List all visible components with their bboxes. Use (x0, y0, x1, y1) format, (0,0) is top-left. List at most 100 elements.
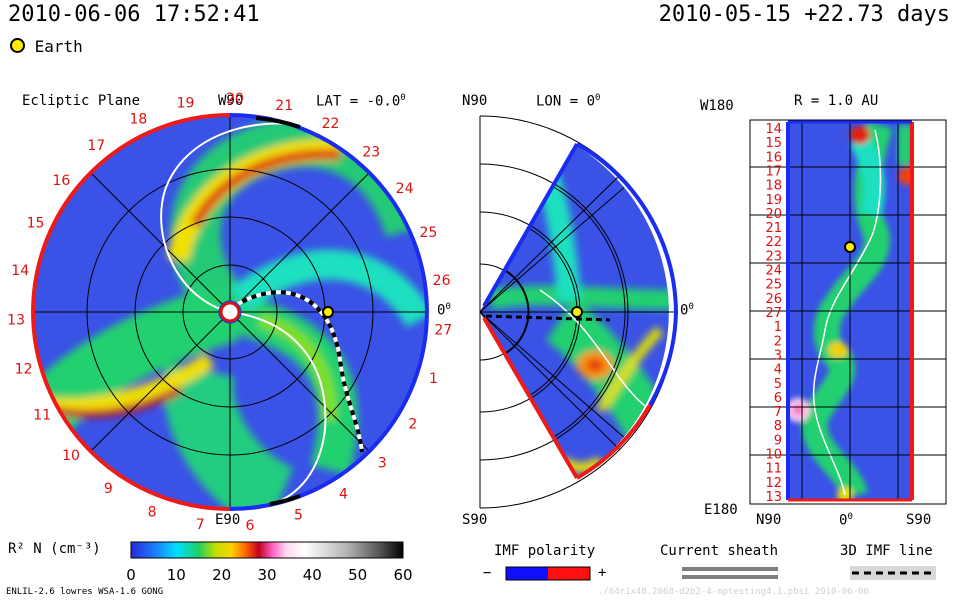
colorbar-gradient (130, 541, 404, 559)
ecliptic-angle-label: 9 (104, 481, 113, 497)
radial-bottom-label: E180 (704, 502, 738, 518)
earth-marker-icon (10, 38, 25, 53)
footer-run: ./64r1x48.2068-d2b2-4-mptesting4.1.pbsi … (598, 587, 869, 597)
ecliptic-rim-positive (229, 113, 429, 511)
radial-y-tick: 13 (765, 490, 782, 505)
ecliptic-angle-label: 7 (196, 517, 205, 533)
radial-plot (749, 119, 947, 505)
radial-x-mid: 00 (839, 512, 853, 529)
reference-time: 2010-05-15 +22.73 days (658, 2, 950, 27)
radial-y-tick: 23 (765, 249, 782, 264)
ecliptic-angle-label: 23 (362, 144, 380, 160)
sun-marker (219, 301, 241, 323)
footer-model: ENLIL-2.6 lowres WSA-1.6 GONG (6, 587, 164, 597)
earth-legend: Earth (10, 37, 83, 56)
imf-polarity-label: IMF polarity (494, 543, 596, 559)
radial-y-tick: 14 (765, 122, 782, 137)
radial-y-tick: 4 (774, 363, 782, 378)
ecliptic-angle-label: 3 (378, 455, 387, 471)
radial-y-tick: 9 (774, 433, 782, 448)
ecliptic-title: Ecliptic Plane (22, 93, 141, 109)
colorbar-label: R² N (cm⁻³) (8, 541, 101, 557)
radial-y-tick: 3 (774, 349, 782, 364)
colorbar-tick-label: 30 (257, 566, 276, 584)
radial-earth-marker (844, 241, 856, 253)
radial-y-tick: 27 (765, 306, 782, 321)
radial-r-label: R = 1.0 AU (794, 93, 879, 109)
ecliptic-angle-label: 5 (294, 508, 303, 524)
meridional-earth-marker (571, 306, 583, 318)
radial-y-tick: 21 (765, 221, 782, 236)
ecliptic-earth-marker (322, 306, 334, 318)
colorbar-tick-label: 40 (303, 566, 322, 584)
ecliptic-angle-labels: 19 20 212223242526271234567891011121314151… (7, 91, 452, 534)
radial-y-tick: 19 (765, 193, 782, 208)
radial-y-tick: 10 (765, 448, 782, 463)
ecliptic-angle-label: 22 (322, 116, 340, 132)
colorbar-tick-label: 0 (126, 566, 136, 584)
colorbar-tick-label: 60 (393, 566, 412, 584)
meridional-zero-label: 00 (680, 302, 694, 319)
datetime: 2010-06-06 17:52:41 (8, 2, 260, 27)
current-sheath-swatch (682, 567, 778, 571)
imf-line-label: 3D IMF line (840, 543, 933, 559)
radial-y-tick: 17 (765, 165, 782, 180)
ecliptic-angle-label: 12 (15, 362, 33, 378)
meridional-plot (479, 115, 678, 509)
radial-y-tick: 1 (774, 320, 782, 335)
radial-angle-labels: 1415161718192021222324252627123456789101… (765, 122, 782, 505)
radial-y-tick: 15 (765, 136, 782, 151)
ecliptic-rim-negative (31, 113, 231, 511)
ecliptic-angle-label: 24 (396, 181, 414, 197)
radial-x-left: N90 (756, 512, 782, 528)
colorbar-tick-label: 10 (167, 566, 186, 584)
ecliptic-angle-label: 26 (433, 273, 451, 289)
ecliptic-angle-label: 16 (52, 173, 70, 189)
imf-polarity-plus: + (598, 565, 607, 581)
ecliptic-lat-label: LAT = -0.00 (316, 93, 406, 110)
ecliptic-angle-label: 10 (62, 448, 80, 464)
ecliptic-plot (31, 113, 429, 511)
ecliptic-angle-label: 20 (226, 91, 244, 107)
ecliptic-angle-label: 21 (275, 98, 293, 114)
ecliptic-angle-label: 13 (7, 313, 25, 329)
ecliptic-angle-label: 17 (87, 138, 105, 154)
imf-polarity-negative-swatch (506, 567, 548, 580)
radial-y-tick: 20 (765, 207, 782, 222)
meridional-top-label: N90 (462, 93, 488, 109)
ecliptic-angle-label: 6 (245, 518, 254, 534)
ecliptic-bottom-label: E90 (215, 512, 241, 528)
radial-y-tick: 25 (765, 278, 782, 293)
radial-y-tick: 18 (765, 179, 782, 194)
ecliptic-angle-label: 18 (129, 112, 147, 128)
ecliptic-zero-label: 00 (437, 302, 451, 319)
ecliptic-angle-label: 8 (148, 504, 157, 520)
radial-y-tick: 11 (765, 462, 782, 477)
radial-y-tick: 5 (774, 377, 782, 392)
ecliptic-angle-label: 2 (408, 416, 417, 432)
colorbar-tick-label: 50 (348, 566, 367, 584)
ecliptic-angle-label: 19 (177, 96, 195, 112)
imf-polarity-minus: − (483, 565, 492, 581)
ecliptic-angle-label: 27 (434, 322, 452, 338)
meridional-lon-label: LON = 00 (536, 93, 601, 110)
earth-legend-label: Earth (34, 37, 83, 56)
radial-x-right: S90 (906, 512, 932, 528)
ecliptic-angle-label: 1 (429, 371, 438, 387)
meridional-bottom-label: S90 (462, 512, 488, 528)
radial-top-label: W180 (700, 98, 734, 114)
radial-y-tick: 7 (774, 405, 782, 420)
colorbar-tick-label: 20 (212, 566, 231, 584)
radial-y-tick: 24 (765, 264, 782, 279)
ecliptic-angle-label: 4 (339, 487, 348, 503)
ecliptic-angle-label: 15 (27, 216, 45, 232)
radial-y-tick: 22 (765, 235, 782, 250)
ecliptic-angle-label: 25 (419, 225, 437, 241)
colorbar-ticks: 0 10 20 30 40 50 60 (126, 566, 412, 584)
current-sheath-label: Current sheath (660, 543, 779, 559)
radial-y-tick: 6 (774, 391, 782, 406)
radial-y-tick: 12 (765, 476, 782, 491)
radial-y-tick: 26 (765, 292, 782, 307)
imf-polarity-positive-swatch (548, 567, 590, 580)
